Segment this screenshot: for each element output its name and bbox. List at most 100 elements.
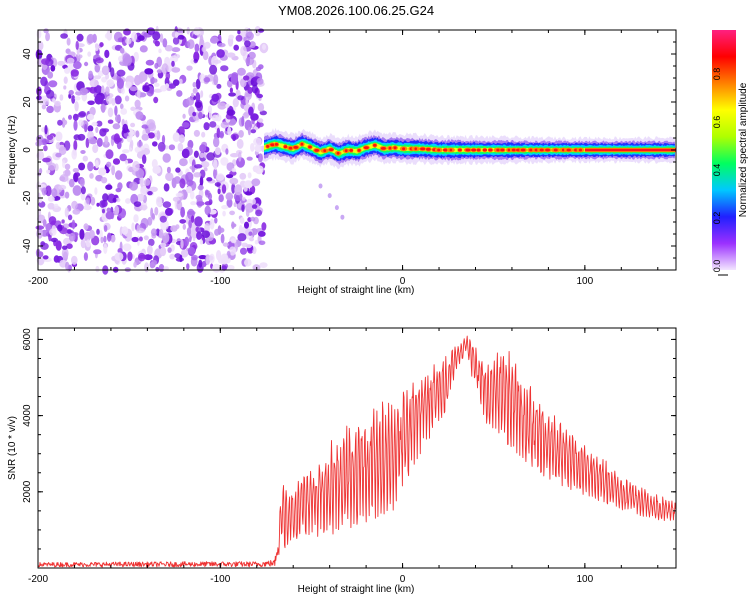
- noise-blob: [122, 149, 130, 154]
- noise-blob: [214, 182, 221, 187]
- noise-blob: [78, 119, 84, 127]
- snr-y-label: SNR (10 * v/v): [7, 416, 18, 480]
- noise-blob: [87, 161, 94, 172]
- noise-blob: [84, 61, 89, 67]
- noise-blob: [47, 196, 55, 202]
- noise-blob: [153, 96, 159, 104]
- noise-blob: [186, 186, 193, 194]
- noise-blob: [199, 144, 207, 153]
- noise-blob: [154, 40, 160, 47]
- noise-blob: [236, 157, 245, 168]
- x-tick-label: 100: [577, 574, 594, 585]
- noise-blob: [76, 33, 84, 42]
- noise-blob: [191, 165, 195, 173]
- noise-blob: [42, 255, 49, 260]
- noise-blob: [213, 59, 222, 64]
- noise-blob: [50, 65, 56, 72]
- noise-blob: [211, 114, 219, 122]
- x-tick-label: 100: [577, 276, 594, 287]
- noise-blob: [99, 229, 103, 240]
- signal-peak-inner: [414, 147, 418, 151]
- noise-blob: [213, 159, 218, 171]
- colorbar-ticks: 0.0 0.2 0.4 0.6 0.8: [712, 68, 728, 276]
- noise-blob: [216, 250, 222, 261]
- noise-blob: [182, 113, 186, 119]
- noise-blob: [51, 188, 58, 198]
- noise-blob: [73, 140, 78, 151]
- noise-blob: [169, 55, 179, 63]
- noise-blob: [255, 209, 263, 217]
- noise-blob: [186, 97, 195, 106]
- signal-peak-inner: [349, 149, 354, 152]
- noise-blob: [164, 45, 173, 52]
- noise-blob: [120, 103, 124, 110]
- noise-blob: [230, 238, 237, 244]
- noise-blob: [247, 86, 253, 94]
- noise-blob: [64, 191, 70, 199]
- noise-blob: [86, 33, 95, 44]
- noise-blob: [161, 63, 169, 75]
- noise-blob: [53, 203, 59, 209]
- noise-blob: [229, 87, 233, 93]
- noise-blob: [217, 102, 227, 110]
- noise-blob: [228, 34, 234, 40]
- noise-blob: [240, 78, 247, 88]
- noise-blob: [159, 33, 164, 43]
- signal-peak-inner: [500, 148, 505, 152]
- spectrogram-x-label: Height of straight line (km): [298, 285, 415, 296]
- noise-blob: [244, 258, 252, 267]
- noise-blob: [155, 228, 160, 236]
- noise-blob: [125, 198, 131, 204]
- noise-blob: [186, 179, 194, 186]
- noise-blob: [100, 236, 104, 244]
- noise-blob: [168, 144, 176, 151]
- noise-blob: [135, 130, 140, 138]
- noise-blob: [136, 193, 145, 202]
- x-tick-label: -100: [210, 276, 230, 287]
- noise-blob: [99, 200, 106, 208]
- noise-blob: [180, 239, 184, 249]
- noise-blob: [193, 129, 200, 137]
- noise-blob: [171, 177, 177, 189]
- noise-blob: [175, 192, 183, 197]
- noise-blob: [138, 236, 143, 242]
- noise-blob: [40, 76, 48, 87]
- noise-blob: [152, 260, 157, 266]
- noise-blob: [127, 251, 133, 262]
- noise-blob: [60, 33, 68, 39]
- noise-blob: [193, 58, 198, 64]
- noise-blob: [72, 113, 79, 121]
- signal-peak-inner: [308, 145, 312, 149]
- noise-blob: [190, 215, 195, 223]
- noise-blob: [222, 242, 229, 247]
- noise-blob: [247, 172, 252, 179]
- noise-blob: [237, 67, 246, 76]
- noise-blob: [57, 60, 66, 66]
- noise-blob: [176, 90, 183, 97]
- noise-blob: [68, 114, 72, 120]
- noise-blob: [190, 201, 197, 206]
- noise-blob: [247, 126, 251, 136]
- colorbar-tick-label: 0.0: [712, 260, 722, 273]
- y-tick-label: 0: [22, 147, 33, 153]
- noise-blob: [117, 182, 123, 190]
- colorbar-tick-label: 0.6: [712, 116, 722, 129]
- signal-peak-inner: [471, 148, 477, 152]
- noise-blob: [194, 43, 200, 53]
- noise-blob: [94, 64, 101, 73]
- noise-blob: [240, 45, 247, 57]
- noise-blob: [128, 131, 135, 136]
- noise-blob: [200, 90, 204, 98]
- noise-blob: [126, 135, 132, 143]
- noise-blob: [102, 208, 105, 214]
- noise-blob: [241, 196, 246, 201]
- noise-blob: [194, 216, 203, 227]
- noise-blob: [142, 120, 147, 126]
- noise-blob: [61, 245, 68, 250]
- signal-peak-inner: [545, 148, 551, 152]
- noise-blob: [119, 47, 125, 54]
- noise-blob: [167, 247, 172, 253]
- noise-blob: [69, 178, 75, 188]
- noise-blob: [210, 36, 219, 44]
